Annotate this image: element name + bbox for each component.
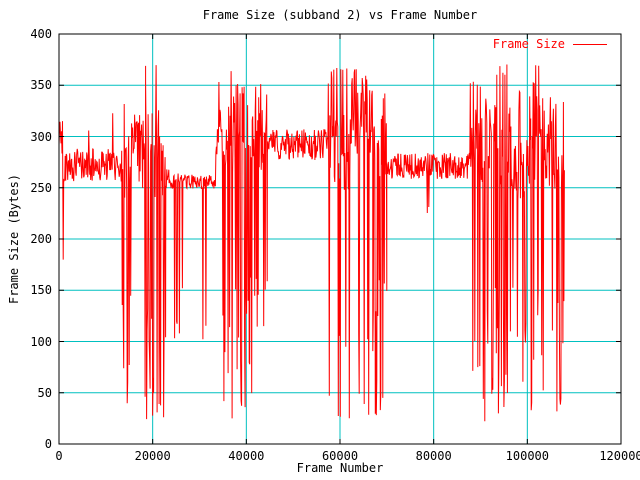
y-tick-label: 0 xyxy=(44,437,52,451)
legend: Frame Size xyxy=(0,37,607,51)
x-tick-label: 20000 xyxy=(134,449,171,463)
y-tick-label: 100 xyxy=(30,334,52,349)
y-tick-label: 250 xyxy=(30,180,52,195)
x-tick-label: 40000 xyxy=(228,449,265,463)
y-tick-label: 200 xyxy=(30,232,52,246)
legend-line-sample-icon xyxy=(573,44,607,45)
x-tick-label: 100000 xyxy=(505,449,549,463)
x-tick-label: 80000 xyxy=(415,449,452,463)
series-frame-size xyxy=(58,64,565,422)
x-tick-label: 120000 xyxy=(599,449,640,463)
y-tick-label: 400 xyxy=(30,27,52,41)
y-tick-label: 50 xyxy=(37,385,52,400)
x-tick-label: 0 xyxy=(55,449,63,463)
y-tick-label: 150 xyxy=(30,283,52,298)
y-tick-label: 350 xyxy=(30,78,52,93)
y-tick-label: 300 xyxy=(30,129,52,144)
chart-title: Frame Size (subband 2) vs Frame Number xyxy=(202,8,478,22)
legend-series-label: Frame Size xyxy=(492,37,565,51)
x-tick-label: 60000 xyxy=(321,449,359,463)
x-axis-title: Frame Number xyxy=(296,461,384,475)
